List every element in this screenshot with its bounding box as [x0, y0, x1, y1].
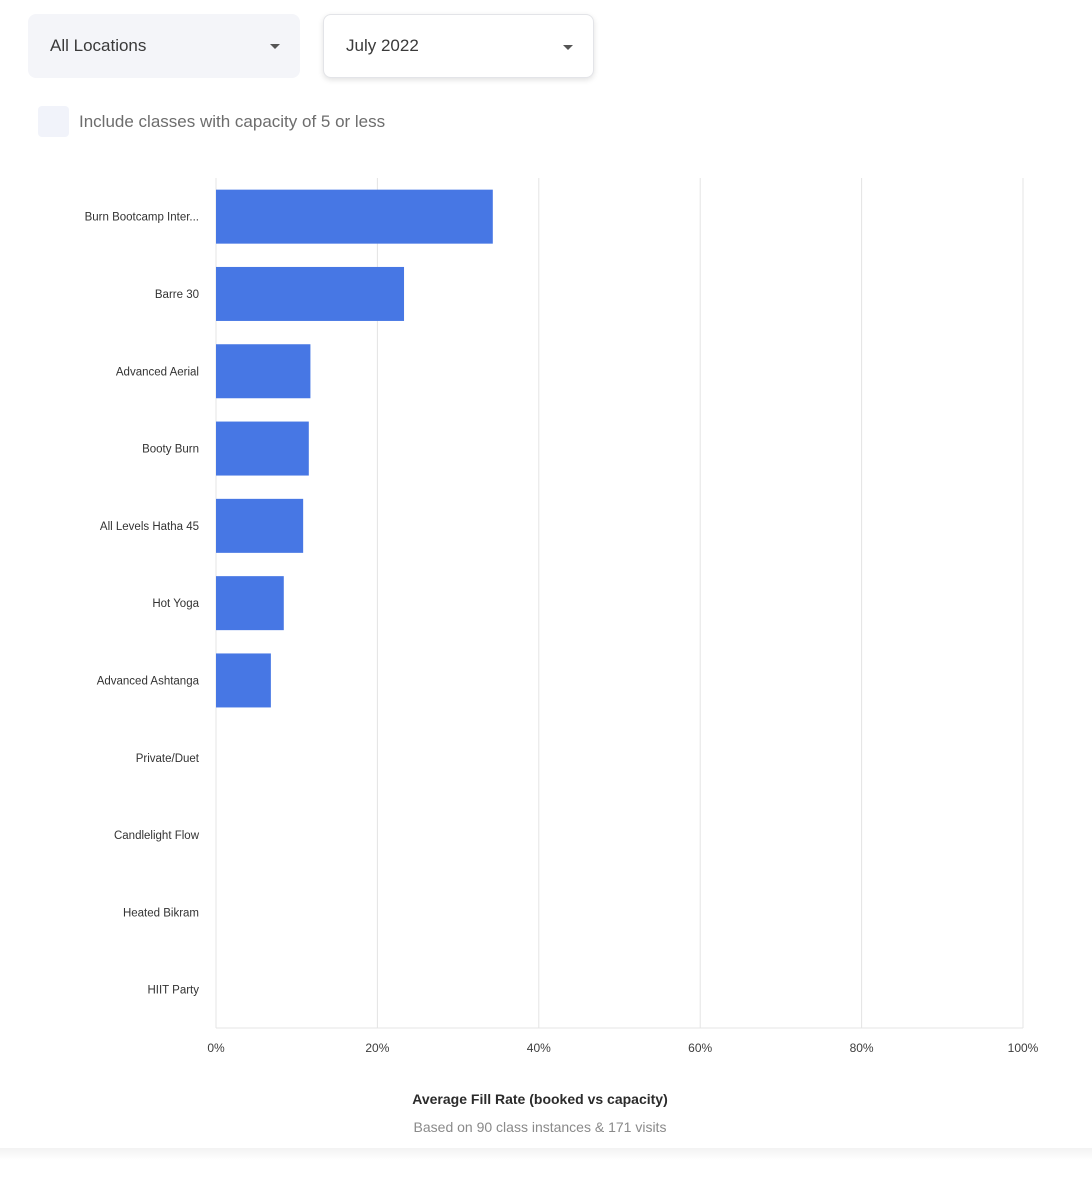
- category-label: Private/Duet: [136, 753, 200, 765]
- bar[interactable]: [216, 498, 304, 553]
- chart-subtitle: Based on 90 class instances & 171 visits: [413, 1119, 667, 1135]
- include-small-classes-option: Include classes with capacity of 5 or le…: [38, 106, 385, 137]
- bar[interactable]: [216, 421, 309, 476]
- bottom-edge: [0, 1148, 1092, 1178]
- include-small-classes-checkbox[interactable]: [38, 106, 69, 137]
- bar[interactable]: [216, 576, 284, 631]
- x-tick-label: 80%: [850, 1041, 874, 1055]
- x-tick-label: 60%: [688, 1041, 712, 1055]
- category-label: Barre 30: [155, 289, 199, 301]
- bar[interactable]: [216, 189, 493, 244]
- month-select-value: July 2022: [346, 36, 419, 55]
- x-tick-label: 20%: [365, 1041, 389, 1055]
- category-label: Burn Bootcamp Inter...: [85, 212, 199, 224]
- bar[interactable]: [216, 266, 405, 321]
- category-label: Advanced Aerial: [116, 366, 199, 378]
- category-label: Hot Yoga: [152, 598, 199, 610]
- x-tick-label: 100%: [1008, 1041, 1039, 1055]
- category-label: All Levels Hatha 45: [100, 521, 199, 533]
- chevron-down-icon: [270, 44, 280, 49]
- category-label: Candlelight Flow: [114, 830, 200, 842]
- category-label: Advanced Ashtanga: [97, 675, 200, 687]
- chevron-down-icon: [563, 45, 573, 50]
- month-select[interactable]: July 2022: [323, 14, 594, 78]
- category-label: HIIT Party: [147, 985, 199, 997]
- bar[interactable]: [216, 653, 271, 708]
- x-tick-label: 40%: [527, 1041, 551, 1055]
- x-axis-title: Average Fill Rate (booked vs capacity): [412, 1091, 668, 1107]
- location-select-value: All Locations: [50, 36, 147, 55]
- category-label: Heated Bikram: [123, 907, 199, 919]
- location-select[interactable]: All Locations: [28, 14, 300, 78]
- include-small-classes-label: Include classes with capacity of 5 or le…: [79, 111, 386, 131]
- category-label: Booty Burn: [142, 444, 199, 456]
- bar[interactable]: [216, 344, 311, 399]
- x-tick-label: 0%: [207, 1041, 225, 1055]
- fill-rate-bar-chart: 0% 20% 40% 60% 80% 100% Burn Bootcamp Inter...…: [85, 178, 1039, 1055]
